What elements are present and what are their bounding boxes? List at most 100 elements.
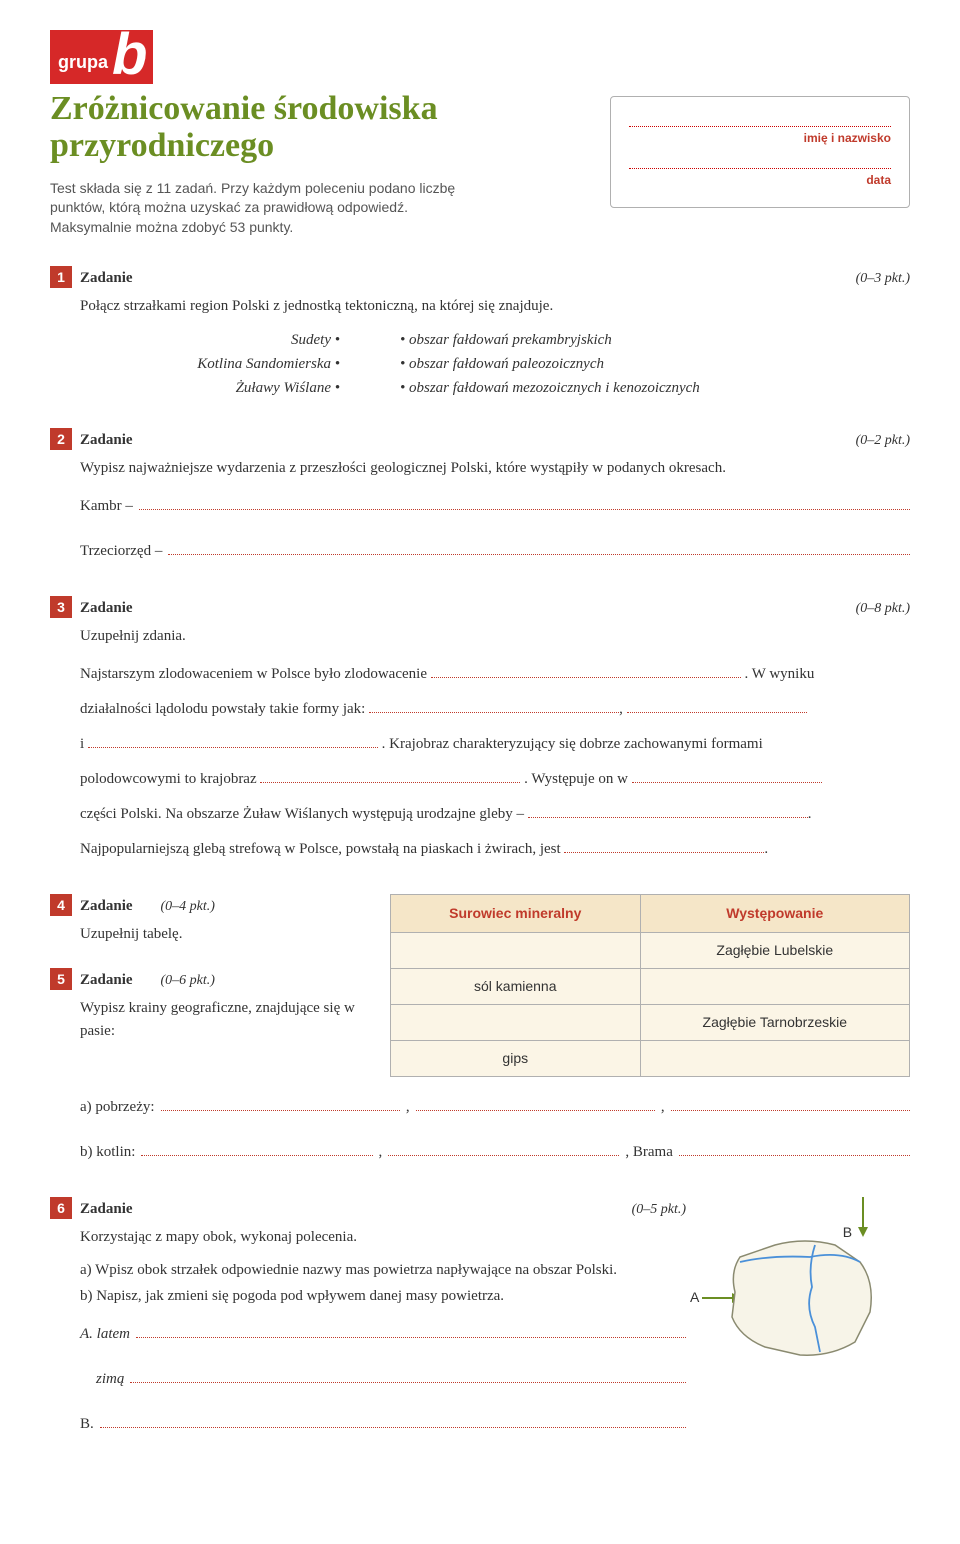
logo-letter: b <box>112 30 147 79</box>
task-2-desc: Wypisz najważniejsze wydarzenia z przesz… <box>80 457 910 480</box>
logo: grupa b <box>50 30 153 84</box>
logo-prefix: grupa <box>58 49 108 76</box>
t6-Aa-line[interactable] <box>136 1323 686 1338</box>
t3-blank-6[interactable] <box>632 782 822 783</box>
date-line[interactable] <box>629 153 891 169</box>
t5-b-2[interactable] <box>388 1141 619 1156</box>
match-right-2: • obszar fałdowań mezozoicznych i kenozo… <box>400 376 910 400</box>
t3-blank-3[interactable] <box>627 712 807 713</box>
task-3-p2: działalności lądolodu powstały takie for… <box>80 693 910 726</box>
cell-0-1: Zagłębie Lubelskie <box>640 932 909 968</box>
t5-b-3[interactable] <box>679 1141 910 1156</box>
task-1-match: Sudety • Kotlina Sandomierska • Żuławy W… <box>80 328 910 400</box>
page-title: Zróżnicowanie środowiska przyrodniczego <box>50 90 580 165</box>
task-2-label: Zadanie <box>80 429 133 452</box>
match-right-1: • obszar fałdowań paleozoicznych <box>400 352 910 376</box>
t3-blank-7[interactable] <box>528 817 808 818</box>
dot1: . <box>808 806 812 822</box>
task-1: 1 Zadanie (0–3 pkt.) Połącz strzałkami r… <box>50 266 910 400</box>
task-3-label: Zadanie <box>80 597 133 620</box>
task-2-num: 2 <box>50 428 72 450</box>
task-3-p5: części Polski. Na obszarze Żuław Wiślany… <box>80 798 910 831</box>
task-4-desc: Uzupełnij tabelę. <box>50 923 360 946</box>
task-1-left: Sudety • Kotlina Sandomierska • Żuławy W… <box>80 328 340 400</box>
task-3-p1: Najstarszym zlodowaceniem w Polsce było … <box>80 658 910 691</box>
task-6-label: Zadanie <box>80 1198 133 1221</box>
match-left-1: Kotlina Sandomierska • <box>80 352 340 376</box>
task-6-points: (0–5 pkt.) <box>632 1199 686 1220</box>
t6-Ab-line[interactable] <box>130 1368 686 1383</box>
t3p1a: Najstarszym zlodowaceniem w Polsce było … <box>80 666 427 682</box>
t5-a-1[interactable] <box>161 1096 400 1111</box>
t3p3a: i <box>80 736 84 752</box>
task-4-num: 4 <box>50 894 72 916</box>
task-2-kambr: Kambr – <box>80 490 133 523</box>
task-5-b: b) kotlin: <box>80 1136 135 1169</box>
name-box: imię i nazwisko data <box>610 96 910 208</box>
th-0: Surowiec mineralny <box>391 894 641 932</box>
task-6: 6 Zadanie (0–5 pkt.) Korzystając z mapy … <box>50 1197 910 1453</box>
task-1-desc: Połącz strzałkami region Polski z jednos… <box>80 295 910 318</box>
task-4-table: Surowiec mineralny Występowanie Zagłębie… <box>390 894 910 1077</box>
task-6-desc: Korzystając z mapy obok, wykonaj polecen… <box>80 1226 686 1249</box>
t5-b-1[interactable] <box>141 1141 372 1156</box>
name-label: imię i nazwisko <box>629 129 891 147</box>
t3-blank-8[interactable] <box>564 852 764 853</box>
t5-a-3[interactable] <box>671 1096 910 1111</box>
task-3-desc: Uzupełnij zdania. <box>80 625 910 648</box>
match-left-2: Żuławy Wiślane • <box>80 376 340 400</box>
task-5-label: Zadanie <box>80 969 133 992</box>
task-5-num: 5 <box>50 968 72 990</box>
cell-3-0: gips <box>391 1040 641 1076</box>
t3-blank-1[interactable] <box>431 677 741 678</box>
task-4-label: Zadanie <box>80 895 133 918</box>
t6-Ba-line[interactable] <box>100 1413 686 1428</box>
match-left-0: Sudety • <box>80 328 340 352</box>
t3-blank-5[interactable] <box>260 782 520 783</box>
cell-1-1[interactable] <box>640 968 909 1004</box>
cell-1-0: sól kamienna <box>391 968 641 1004</box>
task-3-num: 3 <box>50 596 72 618</box>
th-1: Występowanie <box>640 894 909 932</box>
header: Zróżnicowanie środowiska przyrodniczego … <box>50 90 910 238</box>
task-5-a: a) pobrzeży: <box>80 1091 155 1124</box>
task-5-b-suffix: , Brama <box>625 1136 672 1169</box>
arrow-a-text: A <box>690 1289 699 1305</box>
task-4-points: (0–4 pkt.) <box>161 896 215 917</box>
cell-0-0[interactable] <box>391 932 641 968</box>
task-2-points: (0–2 pkt.) <box>856 430 910 451</box>
t3-blank-4[interactable] <box>88 747 378 748</box>
t3p3b: . Krajobraz charakteryzujący się dobrze … <box>382 736 763 752</box>
name-line[interactable] <box>629 111 891 127</box>
task-3-p6: Najpopularniejszą glebą strefową w Polsc… <box>80 833 910 866</box>
task-1-points: (0–3 pkt.) <box>856 268 910 289</box>
c3: , <box>379 1136 383 1169</box>
task-3-p3: i . Krajobraz charakteryzujący się dobrz… <box>80 728 910 761</box>
task-2-trzec-line[interactable] <box>168 540 910 555</box>
t3-blank-2[interactable] <box>369 712 619 713</box>
title-block: Zróżnicowanie środowiska przyrodniczego … <box>50 90 580 238</box>
t3p2: działalności lądolodu powstały takie for… <box>80 701 365 717</box>
intro-text: Test składa się z 11 zadań. Przy każdym … <box>50 179 480 238</box>
task-3-p4: polodowcowymi to krajobraz . Występuje o… <box>80 763 910 796</box>
task-2: 2 Zadanie (0–2 pkt.) Wypisz najważniejsz… <box>50 428 910 568</box>
cell-2-0[interactable] <box>391 1004 641 1040</box>
t5-a-2[interactable] <box>416 1096 655 1111</box>
date-label: data <box>629 171 891 189</box>
task-4-5-left: 4 Zadanie (0–4 pkt.) Uzupełnij tabelę. 5… <box>50 894 360 1043</box>
cell-3-1[interactable] <box>640 1040 909 1076</box>
t3p5a: części Polski. Na obszarze Żuław Wiślany… <box>80 806 524 822</box>
comma1: , <box>619 701 623 717</box>
task-6-Ba: B. <box>80 1408 94 1441</box>
task-6-b: b) Napisz, jak zmieni się pogoda pod wpł… <box>80 1285 686 1308</box>
task-2-kambr-line[interactable] <box>139 495 910 510</box>
dot2: . <box>764 841 768 857</box>
task-2-trzec: Trzeciorzęd – <box>80 535 162 568</box>
cell-2-1: Zagłębie Tarnobrzeskie <box>640 1004 909 1040</box>
task-6-a: a) Wpisz obok strzałek odpowiednie nazwy… <box>80 1259 686 1282</box>
c2: , <box>661 1091 665 1124</box>
match-right-0: • obszar fałdowań prekambryjskich <box>400 328 910 352</box>
task-4-5: 4 Zadanie (0–4 pkt.) Uzupełnij tabelę. 5… <box>50 894 910 1169</box>
t3p4a: polodowcowymi to krajobraz <box>80 771 257 787</box>
t3p4b: . Występuje on w <box>524 771 628 787</box>
